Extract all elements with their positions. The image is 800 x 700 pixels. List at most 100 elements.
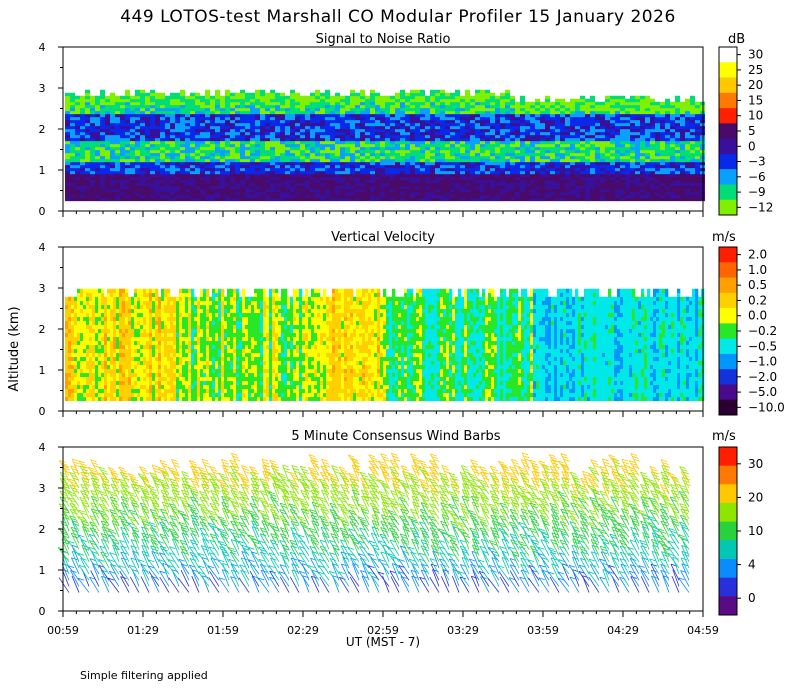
snr-cell	[205, 179, 210, 184]
snr-cell	[280, 104, 285, 109]
snr-cell	[445, 182, 450, 187]
snr-cell	[180, 101, 185, 106]
snr-cell	[285, 152, 290, 157]
velocity-cell	[92, 316, 96, 322]
snr-cell	[345, 128, 350, 133]
snr-cell	[420, 125, 425, 130]
snr-cell	[210, 122, 215, 127]
snr-cell	[305, 134, 310, 139]
snr-cell	[650, 110, 655, 115]
snr-cell	[175, 194, 180, 199]
snr-cell	[600, 125, 605, 130]
snr-cell	[625, 185, 630, 190]
snr-cell	[190, 119, 195, 124]
snr-cell	[125, 197, 130, 202]
snr-cell	[250, 128, 255, 133]
snr-cell	[485, 146, 490, 151]
snr-cell	[195, 143, 200, 148]
velocity-cell	[74, 376, 78, 382]
snr-cell	[360, 116, 365, 121]
snr-cell	[605, 161, 610, 166]
snr-cell	[305, 194, 310, 199]
snr-cell	[270, 107, 275, 112]
snr-cell	[185, 170, 190, 175]
snr-cell	[430, 179, 435, 184]
snr-cell	[185, 179, 190, 184]
snr-cell	[480, 182, 485, 187]
snr-cell	[285, 95, 290, 100]
snr-cell	[165, 98, 170, 103]
snr-cell	[450, 194, 455, 199]
snr-cell	[125, 128, 130, 133]
snr-cell	[660, 101, 665, 106]
snr-cell	[150, 101, 155, 106]
snr-cell	[310, 188, 315, 193]
snr-cell	[415, 182, 420, 187]
snr-cell	[445, 125, 450, 130]
velocity-cell	[89, 368, 93, 374]
snr-cell	[265, 116, 270, 121]
snr-cell	[520, 155, 525, 160]
snr-cell	[295, 104, 300, 109]
snr-cell	[330, 161, 335, 166]
snr-cell	[395, 113, 400, 118]
snr-cell	[585, 155, 590, 160]
snr-cell	[345, 143, 350, 148]
snr-cell	[360, 119, 365, 124]
snr-cell	[155, 110, 160, 115]
snr-cell	[585, 182, 590, 187]
snr-cell	[320, 161, 325, 166]
snr-cell	[80, 185, 85, 190]
snr-cell	[415, 176, 420, 181]
snr-cell	[370, 140, 375, 145]
snr-cell	[390, 113, 395, 118]
colorbar-swatch	[719, 138, 737, 155]
snr-cell	[275, 149, 280, 154]
snr-cell	[65, 191, 70, 196]
snr-cell	[450, 98, 455, 103]
snr-cell	[660, 125, 665, 130]
snr-cell	[125, 104, 130, 109]
snr-cell	[100, 176, 105, 181]
snr-cell	[530, 125, 535, 130]
snr-cell	[445, 185, 450, 190]
snr-cell	[485, 176, 490, 181]
snr-cell	[340, 185, 345, 190]
snr-cell	[630, 95, 635, 100]
snr-cell	[100, 143, 105, 148]
snr-cell	[430, 125, 435, 130]
snr-cell	[320, 188, 325, 193]
snr-cell	[380, 122, 385, 127]
velocity-cell	[77, 340, 81, 346]
snr-cell	[430, 149, 435, 154]
snr-cell	[490, 128, 495, 133]
snr-cell	[150, 143, 155, 148]
snr-cell	[240, 149, 245, 154]
snr-cell	[130, 152, 135, 157]
snr-cell	[670, 110, 675, 115]
velocity-cell	[89, 304, 93, 310]
snr-cell	[285, 98, 290, 103]
snr-cell	[530, 185, 535, 190]
snr-cell	[75, 188, 80, 193]
snr-cell	[695, 149, 700, 154]
snr-cell	[470, 110, 475, 115]
snr-cell	[680, 191, 685, 196]
snr-cell	[230, 125, 235, 130]
snr-cell	[195, 107, 200, 112]
snr-cell	[450, 170, 455, 175]
snr-cell	[90, 158, 95, 163]
y-tick-label: 3	[39, 82, 46, 95]
snr-cell	[75, 131, 80, 136]
snr-cell	[185, 185, 190, 190]
snr-cell	[545, 158, 550, 163]
snr-cell	[415, 131, 420, 136]
snr-cell	[365, 119, 370, 124]
snr-cell	[470, 155, 475, 160]
snr-cell	[330, 185, 335, 190]
snr-cell	[320, 116, 325, 121]
snr-cell	[370, 107, 375, 112]
snr-cell	[660, 164, 665, 169]
velocity-cell	[77, 384, 81, 390]
velocity-cell	[89, 384, 93, 390]
